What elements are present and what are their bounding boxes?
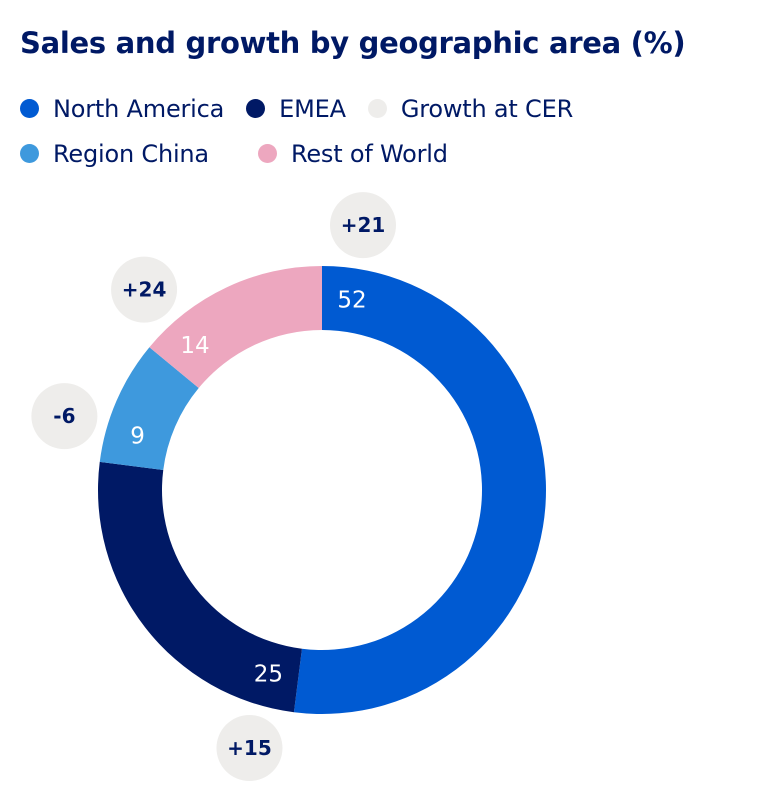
slice-value-label-emea: 25 bbox=[254, 661, 283, 687]
growth-label-rest-of-world: +24 bbox=[122, 278, 167, 302]
growth-bubble-rest-of-world bbox=[111, 256, 178, 323]
growth-label-region-china: -6 bbox=[53, 404, 75, 428]
legend-item-north-america: North America bbox=[20, 95, 224, 123]
legend-label: Rest of World bbox=[290, 139, 448, 168]
legend-label: EMEA bbox=[279, 94, 346, 123]
growth-label-north-america: +21 bbox=[341, 213, 386, 237]
legend-row: North America EMEA Growth at CER bbox=[20, 86, 760, 131]
donut-slice-north-america bbox=[293, 266, 546, 714]
legend-label: Region China bbox=[53, 139, 209, 168]
legend-swatch-region-china bbox=[20, 144, 39, 163]
legend-item-region-china: Region China bbox=[20, 140, 209, 168]
legend-item-rest-of-world: Rest of World bbox=[257, 139, 448, 168]
legend-label: North America bbox=[53, 94, 225, 123]
legend-swatch-emea bbox=[246, 99, 266, 118]
growth-bubble-emea bbox=[216, 715, 283, 782]
slice-value-label-north-america: 52 bbox=[337, 287, 366, 313]
legend-item-growth-at-cer: Growth at CER bbox=[367, 94, 574, 123]
legend-label: Growth at CER bbox=[400, 94, 574, 123]
legend-row: Region China Rest of World bbox=[20, 131, 760, 176]
legend-swatch-north-america bbox=[20, 99, 39, 118]
slice-labels: 52 25 9 14 bbox=[130, 287, 366, 687]
growth-bubble-region-china bbox=[31, 383, 98, 450]
donut-slice-region-china bbox=[99, 347, 199, 470]
donut-slice-emea bbox=[97, 461, 302, 713]
donut-slices bbox=[97, 266, 546, 714]
legend-swatch-rest-of-world bbox=[257, 144, 277, 163]
growth-label-emea: +15 bbox=[227, 736, 272, 760]
slice-value-label-rest-of-world: 14 bbox=[180, 333, 209, 359]
chart-legend: North America EMEA Growth at CER Region … bbox=[20, 86, 760, 176]
legend-item-emea: EMEA bbox=[246, 95, 346, 123]
growth-bubbles: +21 +15 -6 +24 bbox=[31, 192, 397, 782]
slice-value-label-region-china: 9 bbox=[130, 423, 145, 449]
donut-slice-rest-of-world bbox=[149, 266, 322, 389]
legend-swatch-growth bbox=[367, 99, 387, 118]
chart-title: Sales and growth by geographic area (%) bbox=[20, 26, 686, 60]
growth-bubble-north-america bbox=[330, 192, 397, 259]
